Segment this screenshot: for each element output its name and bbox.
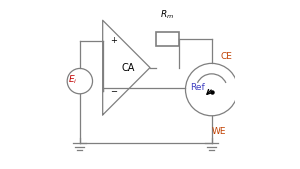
Text: −: − [110, 87, 117, 96]
Text: $E_i$: $E_i$ [68, 73, 77, 86]
Text: $R_m$: $R_m$ [160, 9, 174, 21]
Bar [156, 32, 179, 46]
Text: WE: WE [212, 127, 226, 136]
Text: CE: CE [220, 52, 232, 61]
Text: +: + [110, 36, 117, 45]
Text: Ref: Ref [190, 82, 205, 92]
Text: CA: CA [121, 63, 135, 73]
